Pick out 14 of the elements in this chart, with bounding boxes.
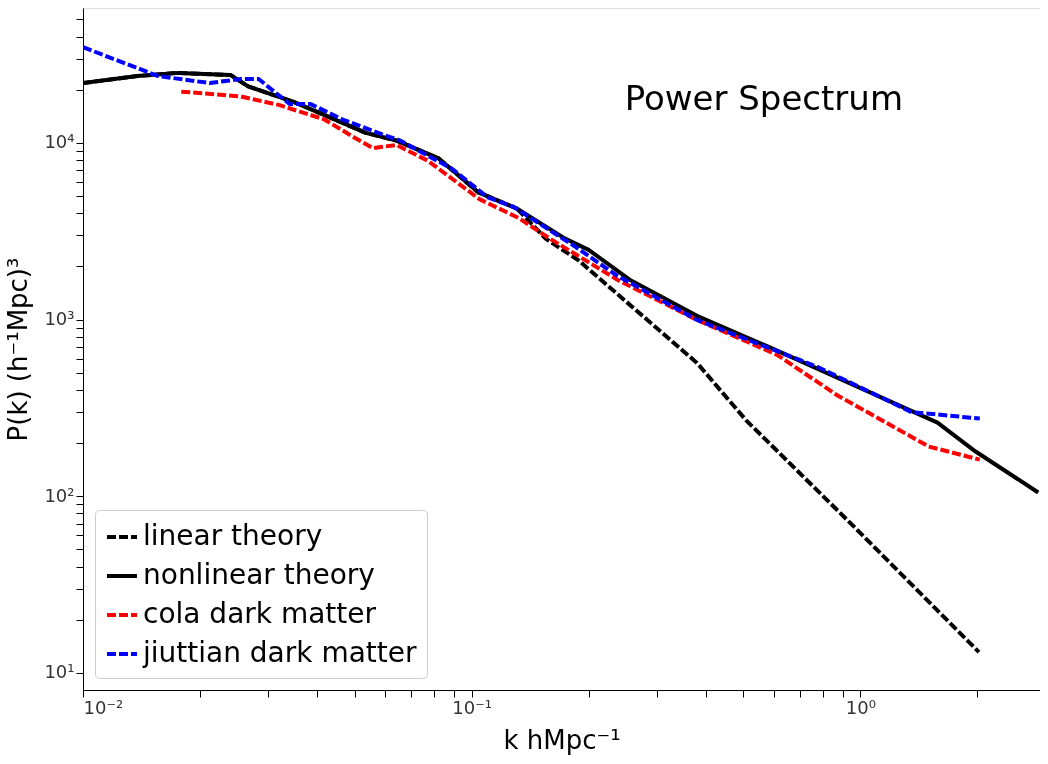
x-axis-title: k hMpc⁻¹ (503, 724, 621, 755)
y-tick-label: 10¹ (44, 661, 75, 683)
x-tick-label: 10⁻² (83, 696, 124, 718)
legend-label: linear theory (143, 519, 323, 552)
x-tick-label: 10⁰ (845, 696, 876, 718)
y-axis-title: P(k) (h⁻¹Mpc)³ (3, 257, 34, 442)
y-tick-label: 10³ (44, 308, 75, 330)
y-tick-label: 10² (44, 484, 75, 506)
legend-label: cola dark matter (143, 597, 377, 630)
y-tick-label: 10⁴ (44, 131, 75, 153)
x-tick-label: 10⁻¹ (452, 696, 492, 718)
legend-label: jiuttian dark matter (142, 636, 418, 669)
legend-label: nonlinear theory (143, 558, 375, 591)
annotation: Power Spectrum (624, 78, 903, 118)
